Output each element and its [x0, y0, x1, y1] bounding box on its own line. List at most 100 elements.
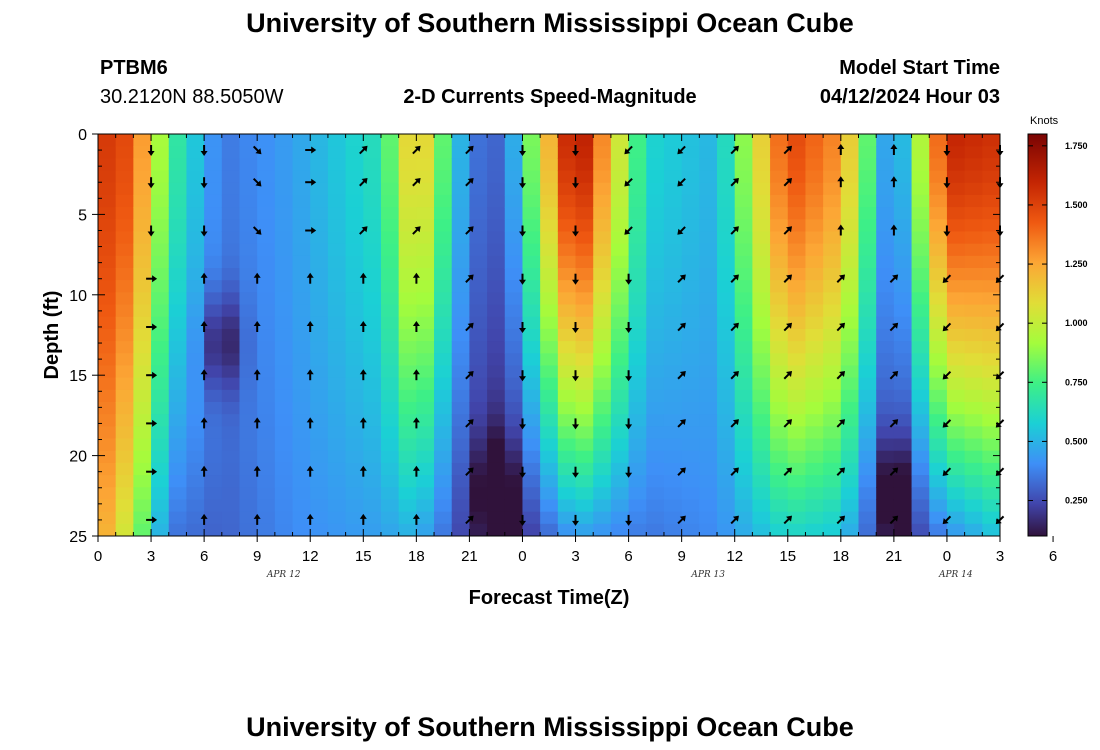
heatmap-cell — [982, 304, 1000, 318]
heatmap-cell — [416, 438, 435, 452]
heatmap-cell — [398, 146, 417, 159]
heatmap-cell — [681, 134, 700, 147]
heatmap-cell — [292, 328, 311, 342]
heatmap-cell — [787, 146, 807, 159]
heatmap-cell — [646, 353, 665, 367]
heatmap-cell — [628, 292, 647, 306]
heatmap-cell — [699, 182, 718, 196]
heatmap-cell — [221, 134, 241, 147]
heatmap-cell — [787, 365, 807, 379]
heatmap-cell — [805, 328, 824, 342]
heatmap-cell — [717, 426, 736, 440]
heatmap-cell — [221, 207, 241, 220]
heatmap-cell — [593, 475, 612, 488]
heatmap-cell — [717, 268, 736, 281]
heatmap-cell — [504, 438, 524, 452]
current-arrow — [942, 467, 952, 476]
heatmap-cell — [823, 487, 842, 501]
heatmap-cell — [204, 462, 223, 476]
heatmap-cell — [699, 341, 718, 354]
heatmap-cell — [133, 438, 152, 452]
heatmap-cell — [646, 341, 665, 354]
heatmap-cell — [221, 365, 241, 379]
heatmap-cell — [911, 487, 930, 501]
heatmap-cell — [858, 170, 877, 184]
heatmap-cell — [416, 231, 435, 245]
heatmap-cell — [734, 280, 753, 293]
heatmap-cell — [239, 182, 258, 196]
current-arrow — [359, 513, 367, 525]
heatmap-cell — [469, 255, 488, 269]
heatmap-cell — [168, 511, 188, 525]
heatmap-cell — [380, 158, 400, 172]
heatmap-cell — [593, 231, 612, 245]
heatmap-cell — [416, 255, 435, 269]
heatmap-cell — [133, 328, 152, 342]
heatmap-cell — [345, 523, 364, 536]
heatmap-cell — [380, 280, 400, 293]
heatmap-cell — [115, 450, 134, 464]
heatmap-cell — [469, 182, 488, 196]
heatmap-cell — [257, 523, 276, 536]
heatmap-cell — [239, 268, 258, 281]
heatmap-cell — [451, 243, 471, 257]
heatmap-cell — [522, 365, 541, 379]
heatmap-cell — [168, 219, 188, 233]
heatmap-cell — [610, 207, 630, 220]
heatmap-cell — [893, 475, 913, 488]
current-arrow — [942, 370, 952, 380]
heatmap-cell — [522, 389, 541, 403]
heatmap-cell — [734, 487, 753, 501]
heatmap-cell — [717, 414, 736, 427]
heatmap-cell — [487, 134, 506, 147]
heatmap-cell — [982, 316, 1000, 330]
heatmap-cell — [681, 231, 700, 245]
heatmap-cell — [557, 194, 577, 208]
heatmap-cell — [487, 341, 506, 354]
heatmap-cell — [115, 146, 134, 159]
current-arrow — [519, 145, 526, 156]
current-arrow — [200, 369, 208, 381]
heatmap-cell — [734, 194, 753, 208]
heatmap-cell — [575, 316, 594, 330]
heatmap-cell — [115, 268, 134, 281]
heatmap-cell — [310, 389, 329, 403]
heatmap-cell — [540, 377, 559, 391]
heatmap-cell — [487, 365, 506, 379]
heatmap-cell — [239, 402, 258, 415]
heatmap-cell — [221, 475, 241, 488]
heatmap-cell — [504, 134, 524, 147]
heatmap-cell — [575, 341, 594, 354]
heatmap-cell — [504, 475, 524, 488]
heatmap-cell — [380, 475, 400, 488]
heatmap-cell — [770, 341, 789, 354]
heatmap-cell — [964, 243, 983, 257]
heatmap-cell — [522, 328, 541, 342]
heatmap-cell — [699, 462, 718, 476]
current-arrow — [465, 177, 474, 187]
heatmap-cell — [239, 316, 258, 330]
heatmap-cell — [380, 292, 400, 306]
heatmap-cell — [858, 353, 877, 367]
heatmap-cell — [628, 450, 647, 464]
heatmap-cell — [964, 426, 983, 440]
current-arrow — [306, 465, 314, 477]
heatmap-cell — [787, 353, 807, 367]
heatmap-cell — [292, 134, 311, 147]
heatmap-cell — [487, 243, 506, 257]
heatmap-cell — [717, 170, 736, 184]
heatmap-cell — [522, 353, 541, 367]
heatmap-cell — [487, 280, 506, 293]
heatmap-cell — [487, 487, 506, 501]
current-arrow — [677, 419, 686, 428]
heatmap-cell — [699, 487, 718, 501]
current-arrow — [783, 370, 793, 380]
heatmap-cell — [929, 389, 948, 403]
heatmap-cell — [151, 353, 170, 367]
current-arrow — [359, 465, 367, 477]
heatmap-cell — [504, 158, 524, 172]
heatmap-cell — [398, 255, 417, 269]
heatmap-cell — [734, 207, 753, 220]
heatmap-cell — [858, 243, 877, 257]
current-arrow — [889, 467, 899, 476]
